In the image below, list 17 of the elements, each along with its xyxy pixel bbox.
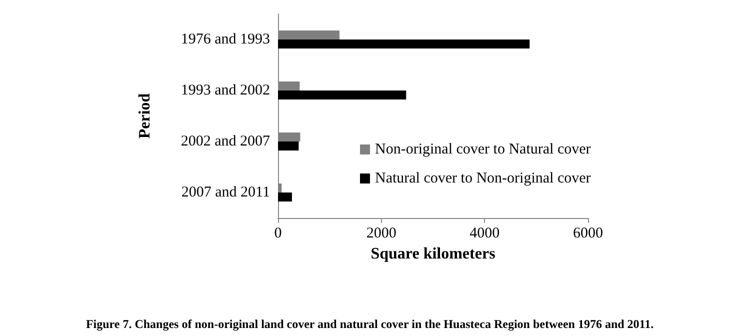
y-tick-label: 2002 and 2007 bbox=[180, 134, 270, 150]
x-tick-label: 4000 bbox=[470, 226, 500, 242]
caption: Figure 7. Changes of non-original land cover and natural cover in the Huasteca Region between 1976 and 2011. bbox=[86, 317, 654, 331]
x-axis-title: Square kilometers bbox=[370, 246, 496, 262]
y-axis-title: Period bbox=[136, 93, 154, 139]
x-tick-label: 6000 bbox=[573, 226, 603, 242]
y-tick-label: 1976 and 1993 bbox=[180, 32, 270, 48]
bar bbox=[278, 40, 530, 48]
x-tick-label: 2000 bbox=[366, 226, 396, 242]
legend-label: Non-original cover to Natural cover bbox=[375, 142, 591, 158]
y-tick-label: 1993 and 2002 bbox=[180, 82, 270, 98]
legend-label: Natural cover to Non-original cover bbox=[375, 170, 591, 186]
bar bbox=[278, 142, 299, 150]
bar bbox=[278, 90, 406, 100]
bar bbox=[278, 192, 292, 202]
x-tick-label: 0 bbox=[274, 226, 282, 242]
y-tick-label: 2007 and 2011 bbox=[181, 184, 270, 200]
